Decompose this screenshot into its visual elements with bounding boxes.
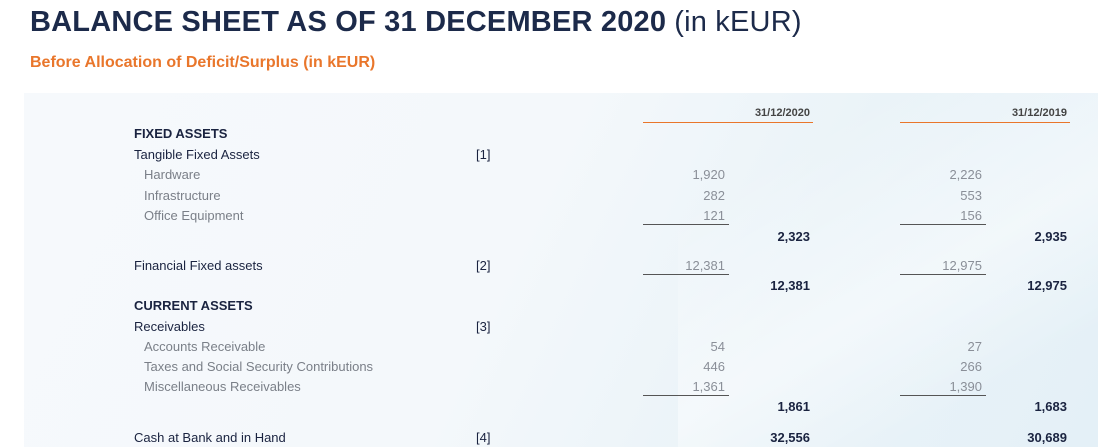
misc-receivables-2020: 1,361 (692, 379, 725, 394)
column-header-underline-2019 (900, 122, 1070, 123)
receivables-subtotal-line-2020 (643, 395, 729, 396)
title-unit: (in kEUR) (674, 6, 802, 38)
office-equipment-label: Office Equipment (144, 208, 244, 223)
tangible-fixed-assets-note: [1] (476, 147, 491, 162)
tangible-total-2020: 2,323 (777, 229, 810, 244)
office-equipment-2019: 156 (960, 208, 982, 223)
infrastructure-label: Infrastructure (144, 188, 221, 203)
page-subtitle: Before Allocation of Deficit/Surplus (in… (30, 54, 376, 71)
hardware-2020: 1,920 (692, 167, 725, 182)
taxes-2019: 266 (960, 359, 982, 374)
financial-total-2019: 12,975 (1027, 278, 1067, 293)
cash-note: [4] (476, 430, 491, 445)
financial-2020: 12,381 (685, 258, 725, 273)
cash-2019: 30,689 (1027, 430, 1067, 445)
financial-fixed-assets-label: Financial Fixed assets (134, 258, 263, 273)
tangible-subtotal-line-2019 (900, 224, 986, 225)
receivables-total-2019: 1,683 (1034, 399, 1067, 414)
financial-total-2020: 12,381 (770, 278, 810, 293)
financial-subtotal-line-2020 (643, 274, 729, 275)
cash-2020: 32,556 (770, 430, 810, 445)
accounts-receivable-2019: 27 (967, 339, 982, 354)
misc-receivables-label: Miscellaneous Receivables (144, 379, 301, 394)
cash-label: Cash at Bank and in Hand (134, 430, 286, 445)
hardware-2019: 2,226 (949, 167, 982, 182)
financial-subtotal-line-2019 (900, 274, 986, 275)
accounts-receivable-2020: 54 (710, 339, 725, 354)
receivables-label: Receivables (134, 319, 205, 334)
receivables-subtotal-line-2019 (900, 395, 986, 396)
hardware-label: Hardware (144, 167, 201, 182)
tangible-subtotal-line-2020 (643, 224, 729, 225)
balance-sheet-panel (24, 93, 1098, 447)
title-text: BALANCE SHEET AS OF 31 DECEMBER 2020 (30, 6, 667, 38)
financial-fixed-assets-note: [2] (476, 258, 491, 273)
column-header-2019: 31/12/2019 (1011, 107, 1067, 119)
tangible-fixed-assets-label: Tangible Fixed Assets (134, 147, 260, 162)
section-fixed-assets: FIXED ASSETS (134, 126, 228, 141)
tangible-total-2019: 2,935 (1034, 229, 1067, 244)
misc-receivables-2019: 1,390 (949, 379, 982, 394)
section-current-assets: CURRENT ASSETS (134, 298, 253, 313)
office-equipment-2020: 121 (703, 208, 725, 223)
financial-2019: 12,975 (942, 258, 982, 273)
page-title: BALANCE SHEET AS OF 31 DECEMBER 2020 (in … (30, 6, 802, 39)
infrastructure-2019: 553 (960, 188, 982, 203)
receivables-note: [3] (476, 319, 491, 334)
column-header-underline-2020 (643, 122, 813, 123)
accounts-receivable-label: Accounts Receivable (144, 339, 266, 354)
infrastructure-2020: 282 (703, 188, 725, 203)
column-header-2020: 31/12/2020 (754, 107, 810, 119)
receivables-total-2020: 1,861 (777, 399, 810, 414)
taxes-2020: 446 (703, 359, 725, 374)
taxes-label: Taxes and Social Security Contributions (144, 359, 374, 374)
